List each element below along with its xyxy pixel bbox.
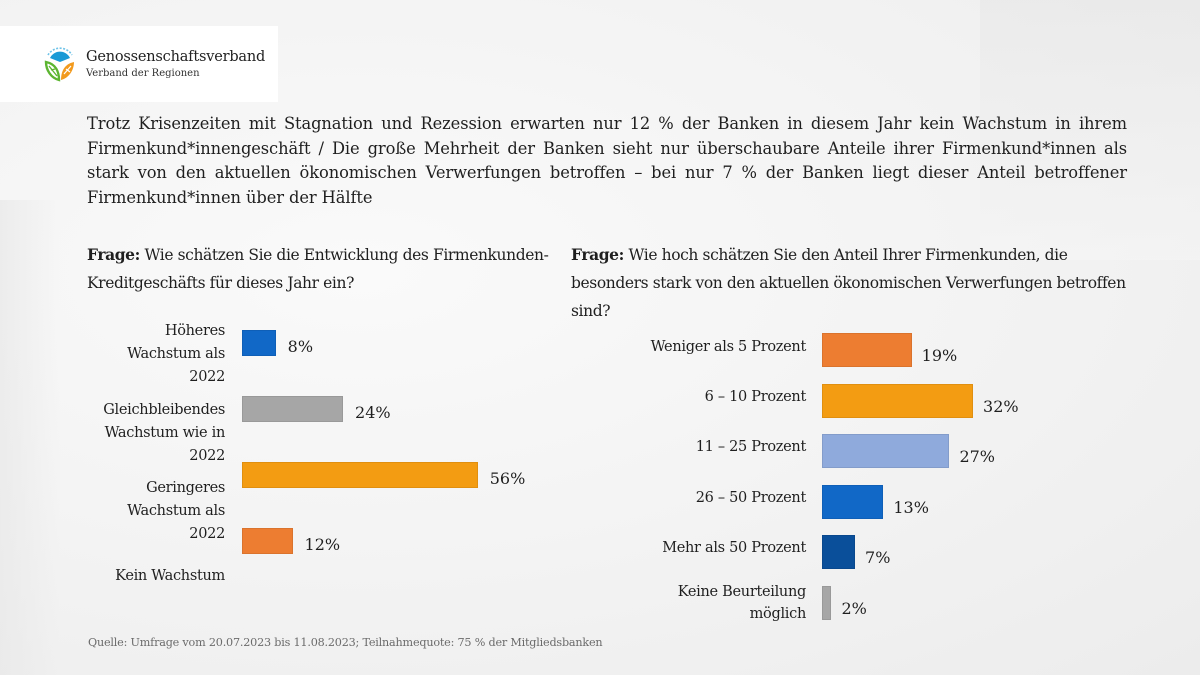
left-chart-title: Wie schätzen Sie die Entwicklung des Fir…	[87, 246, 549, 292]
category-label: Mehr als 50 Prozent	[606, 537, 806, 559]
value-label: 56%	[489, 469, 526, 488]
logo-title: Genossenschaftsverband	[86, 49, 266, 65]
category-label-line: Wachstum als	[127, 345, 225, 362]
slide-headline: Trotz Krisenzeiten mit Stagnation und Re…	[87, 114, 1127, 207]
category-label-line: 2022	[189, 447, 225, 464]
category-label-line: Weniger als 5 Prozent	[650, 339, 807, 355]
category-label-line: 2022	[189, 525, 225, 542]
category-label-line: möglich	[749, 605, 807, 622]
bar-2	[822, 383, 974, 418]
bar-2	[242, 396, 344, 422]
category-label-line: Keine Beurteilung	[677, 583, 807, 600]
source-footnote: Quelle: Umfrage vom 20.07.2023 bis 11.08…	[88, 636, 603, 649]
value-label: 2%	[841, 598, 867, 618]
value-label: 32%	[983, 396, 1019, 416]
value-label: 7%	[865, 548, 891, 567]
category-label-line: Kein Wachstum	[115, 567, 225, 584]
category-label: Weniger als 5 Prozent	[606, 336, 807, 358]
value-label: 27%	[959, 447, 995, 466]
bar-4	[242, 528, 293, 554]
category-label-line: 6 – 10 Prozent	[704, 388, 807, 405]
category-label: Geringeres Wachstum als 2022	[65, 477, 225, 546]
bar-4	[822, 484, 884, 519]
bar-5	[822, 535, 856, 569]
category-label-line: Wachstum wie in	[104, 424, 226, 441]
category-label: 26 – 50 Prozent	[606, 487, 807, 509]
category-label-line: 26 – 50 Prozent	[695, 489, 807, 506]
bar-3	[822, 434, 950, 468]
category-label-line: Geringeres	[146, 479, 225, 496]
cooperative-logo-icon	[44, 47, 74, 82]
bar-1	[242, 330, 276, 356]
logo-subtitle: Verband der Regionen	[86, 68, 200, 79]
bar-1	[822, 333, 912, 367]
category-label: 11 – 25 Prozent	[606, 436, 807, 458]
value-label: 24%	[355, 403, 391, 422]
category-label-line: Wachstum als	[127, 502, 225, 519]
background-decoration	[0, 200, 60, 675]
category-label: Höheres Wachstum als 2022	[65, 320, 225, 389]
category-label-line: 2022	[189, 368, 225, 385]
category-label: Gleichbleibendes Wachstum wie in 2022	[65, 399, 225, 468]
left-chart-question: Frage: Wie schätzen Sie die Entwicklung …	[87, 241, 557, 297]
question-prefix: Frage:	[571, 245, 624, 264]
right-chart-question: Frage: Wie hoch schätzen Sie den Anteil …	[571, 241, 1141, 325]
value-label: 13%	[893, 497, 929, 517]
value-label: 8%	[287, 337, 314, 356]
category-label: 6 – 10 Prozent	[606, 386, 807, 408]
value-label: 12%	[304, 535, 341, 554]
bar-3	[242, 462, 478, 488]
category-label: Kein Wachstum	[65, 565, 225, 588]
value-label: 19%	[921, 346, 958, 365]
right-chart-title: Wie hoch schätzen Sie den Anteil Ihrer F…	[571, 246, 1126, 320]
question-prefix: Frage:	[87, 245, 140, 264]
background-decoration	[980, 0, 1200, 260]
category-label-line: Gleichbleibendes	[103, 401, 225, 418]
bar-6	[822, 585, 832, 620]
category-label-line: 11 – 25 Prozent	[695, 439, 807, 455]
category-label: Keine Beurteilung möglich	[606, 581, 807, 625]
category-label-line: Höheres	[164, 322, 225, 339]
category-label-line: Mehr als 50 Prozent	[662, 540, 806, 556]
